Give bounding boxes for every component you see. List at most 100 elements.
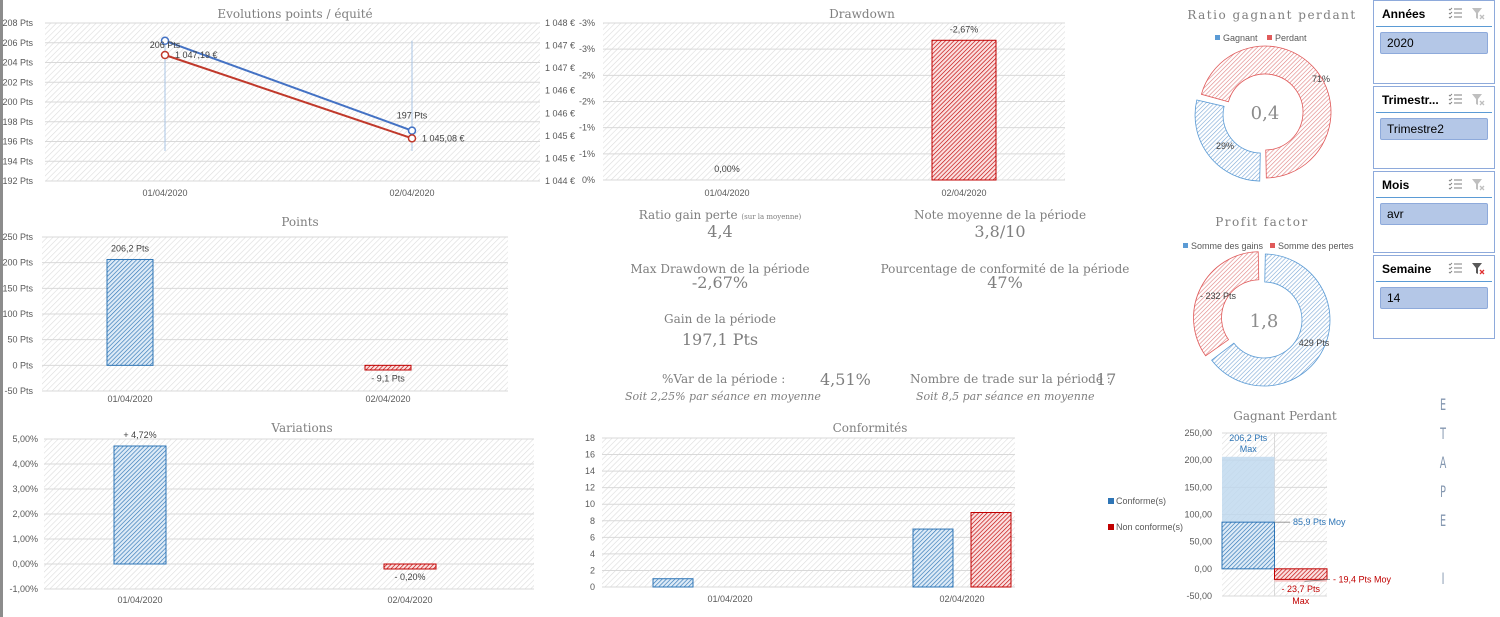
donut-center-value: 1,8 [1250,311,1279,332]
y2-tick-label: 1 047 € [545,41,575,51]
data-label: - 9,1 Pts [371,373,405,383]
y-tick-label: 8 [590,516,595,526]
kpi-ratio-gain-perte: Ratio gain perte (sur la moyenne) 4,4 [600,208,840,241]
kpi-label: Ratio gain perte [638,208,738,222]
clear-filter-icon[interactable] [1470,7,1486,21]
kpi-conformite: Pourcentage de conformité de la période … [870,262,1140,291]
data-label: 197 Pts [397,111,428,121]
clear-filter-icon[interactable] [1470,93,1486,107]
clear-filter-icon[interactable] [1470,178,1486,192]
gagnant-perdant-chart-svg: Gagnant Perdant 250,00 200,00 150,00 100,00… [1184,409,1392,606]
loss-max-sub: Max [1292,596,1310,606]
kpi-value: 4,51% [820,370,871,389]
evolution-chart-svg: Evolutions points / équité 208 Pts 206 Pt… [2,7,575,198]
y-tick-label: 200,00 [1184,455,1212,465]
negative-bar [383,563,437,570]
slicer-0: Années 2020 [1373,0,1495,84]
conforme-bar [652,578,694,588]
donut-slice [1200,45,1332,179]
kpi-label: Note moyenne de la période [913,208,1087,222]
y-tick-label: 198 Pts [2,117,33,127]
multi-select-icon[interactable] [1448,7,1464,21]
non-conforme-bar [970,512,1012,588]
slicer-item-selected[interactable]: 2020 [1380,32,1488,54]
kpi-note-moyenne: Note moyenne de la période 3,8/10 [880,208,1120,241]
etape-letter: E [1439,395,1447,414]
y-tick-label: -1% [579,123,595,133]
y-tick-label: -1% [579,149,595,159]
y2-tick-label: 1 047 € [545,63,575,73]
gain-max-sub: Max [1240,444,1258,454]
loss-moy-label: - 19,4 Pts Moy [1333,574,1392,584]
slicer-item-selected[interactable]: avr [1380,203,1488,225]
data-label: 0,00% [714,164,740,174]
chart-title: Ratio gagnant perdant [1187,8,1356,22]
y-tick-label: -2% [579,70,595,80]
y-tick-label: -1,00% [9,584,38,594]
y-tick-label: 16 [585,450,595,460]
y-tick-label: 0,00% [12,559,38,569]
donut-center-value: 0,4 [1251,103,1280,124]
positive-bar [106,258,154,366]
gagnant-perdant-chart: Gagnant Perdant 250,00 200,00 150,00 100,00… [1175,400,1405,617]
x-tick-label: 01/04/2020 [707,594,752,604]
x-tick-label: 01/04/2020 [117,595,162,605]
loss-max-label: - 23,7 Pts [1281,584,1320,594]
profit-chart-svg: Profit factor Somme des gains Somme des p… [1183,215,1354,387]
kpi-label: Max Drawdown de la période [630,262,810,276]
y-tick-label: 14 [585,466,595,476]
y-tick-label: 10 [585,499,595,509]
legend-swatch [1108,524,1114,530]
multi-select-icon[interactable] [1448,93,1464,107]
series-line-equity [164,54,413,140]
positive-bar [113,445,167,565]
loss-moy-bar [1274,568,1328,580]
etape-letter: A [1439,453,1447,472]
x-tick-label: 01/04/2020 [142,188,187,198]
y-tick-label: 0 [590,582,595,592]
slicer-item-selected[interactable]: 14 [1380,287,1488,309]
chart-title: Variations [270,421,332,435]
series-line-points [164,39,413,132]
y2-tick-label: 1 045 € [545,153,575,163]
slicer-title: Trimestr... [1382,92,1439,107]
x-tick-label: 02/04/2020 [387,595,432,605]
slicer-title: Semaine [1382,261,1432,276]
profit-chart: Profit factor Somme des gains Somme des p… [1160,205,1370,400]
kpi-value: 3,8/10 [974,222,1026,241]
y-tick-label: 100 Pts [2,309,33,319]
multi-select-icon[interactable] [1448,262,1464,276]
etape-letter: E [1439,511,1447,530]
chart-title: Profit factor [1215,215,1309,229]
slicer-1: Trimestr... Trimestre2 [1373,86,1495,169]
kpi-label: Gain de la période [664,312,776,326]
gain-moy-bar [1221,521,1275,570]
kpi-value: 17 [1096,370,1117,389]
chart-title: Points [281,215,318,229]
kpi-value: -2,67% [691,273,749,292]
y-tick-label: 0% [582,175,595,185]
gain-moy-label: 85,9 Pts Moy [1293,517,1346,527]
legend-label: Non conforme(s) [1116,522,1183,532]
slicer-item-selected[interactable]: Trimestre2 [1380,118,1488,140]
data-label: + 4,72% [123,430,156,440]
y-tick-label: 202 Pts [2,77,33,87]
clear-filter-icon[interactable] [1470,262,1486,276]
legend-label: Somme des gains [1191,241,1264,251]
donut-slice [1193,251,1260,357]
slicer-header: Trimestr... [1376,87,1492,113]
ratio-chart: Ratio gagnant perdant Gagnant Perdant 29% 7… [1160,0,1370,200]
multi-select-icon[interactable] [1448,178,1464,192]
y-tick-label: -3% [579,18,595,28]
variations-chart: Variations 5,00% 4,00% 3,00% 2,00% 1,00% 0,00… [0,412,560,617]
drawdown-chart: Drawdown -3% -3% -2% -2% -1% -1% 0% 01/04/2020 0… [570,0,1120,200]
y-tick-label: 2 [590,565,595,575]
x-tick-label: 01/04/2020 [107,394,152,404]
evolution-chart: Evolutions points / équité 208 Pts 206 Pt… [0,0,600,200]
y-tick-label: 250 Pts [2,232,33,242]
equity-marker [407,134,417,143]
legend-label: Perdant [1275,33,1307,43]
kpi-value: 4,4 [707,222,733,241]
data-label: -2,67% [950,24,979,34]
